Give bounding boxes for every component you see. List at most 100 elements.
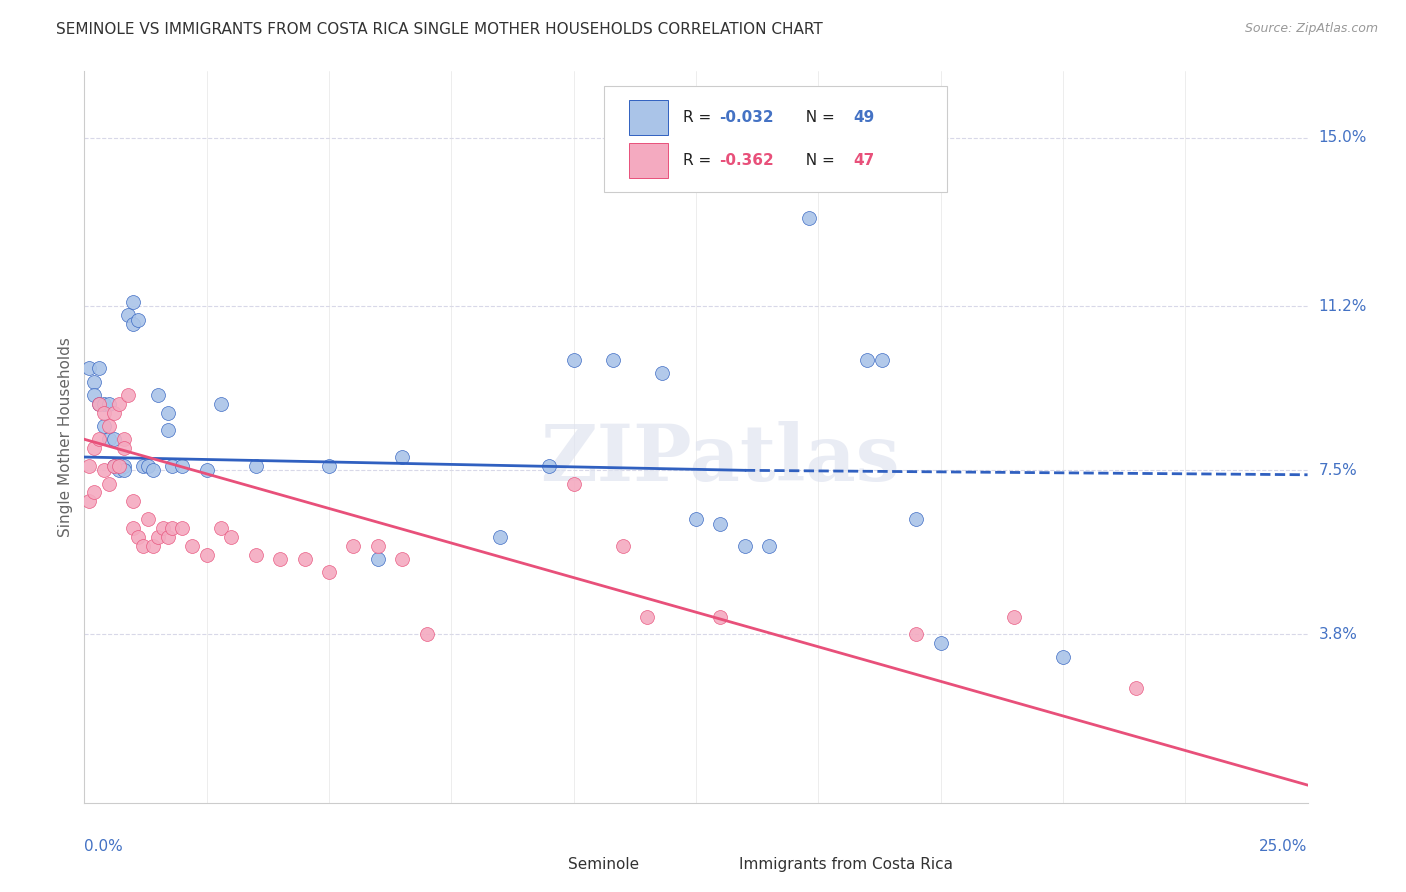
Point xyxy=(112,458,135,473)
Point xyxy=(1052,649,1074,664)
Point xyxy=(93,406,115,420)
Text: 15.0%: 15.0% xyxy=(1319,130,1367,145)
Point xyxy=(651,366,673,380)
Point xyxy=(416,627,439,641)
Point xyxy=(107,463,129,477)
Point xyxy=(172,458,194,473)
Point xyxy=(342,539,364,553)
Point xyxy=(117,388,139,402)
Point xyxy=(156,406,179,420)
Text: 11.2%: 11.2% xyxy=(1319,299,1367,314)
Point xyxy=(172,521,194,535)
Point xyxy=(562,476,585,491)
Point xyxy=(112,432,135,446)
Point xyxy=(602,352,624,367)
Bar xyxy=(524,850,555,880)
Point xyxy=(245,458,267,473)
Point xyxy=(87,397,110,411)
Text: SEMINOLE VS IMMIGRANTS FROM COSTA RICA SINGLE MOTHER HOUSEHOLDS CORRELATION CHAR: SEMINOLE VS IMMIGRANTS FROM COSTA RICA S… xyxy=(56,22,823,37)
Text: 7.5%: 7.5% xyxy=(1319,463,1357,478)
Point xyxy=(77,494,100,508)
Point xyxy=(905,512,928,526)
Bar xyxy=(628,100,668,135)
Point xyxy=(156,530,179,544)
Point xyxy=(83,388,105,402)
Point xyxy=(391,552,413,566)
Text: 49: 49 xyxy=(853,110,875,125)
Point xyxy=(269,552,291,566)
Point xyxy=(122,317,145,331)
Text: Source: ZipAtlas.com: Source: ZipAtlas.com xyxy=(1244,22,1378,36)
Point xyxy=(709,609,731,624)
Point xyxy=(142,539,165,553)
Point xyxy=(489,530,512,544)
Point xyxy=(77,458,100,473)
Text: Seminole: Seminole xyxy=(568,857,638,872)
Point xyxy=(162,458,184,473)
Point xyxy=(209,521,232,535)
Bar xyxy=(628,144,668,178)
Point xyxy=(107,458,129,473)
Point xyxy=(97,476,120,491)
Point xyxy=(294,552,316,566)
Point xyxy=(136,458,159,473)
Point xyxy=(83,441,105,455)
Point xyxy=(538,458,561,473)
Point xyxy=(156,424,179,438)
Point xyxy=(685,512,707,526)
Point xyxy=(870,352,893,367)
Point xyxy=(905,627,928,641)
Text: N =: N = xyxy=(796,110,839,125)
Text: ZIPatlas: ZIPatlas xyxy=(541,421,900,497)
Bar xyxy=(696,850,727,880)
Point xyxy=(195,463,218,477)
Point xyxy=(152,521,174,535)
Point xyxy=(856,352,879,367)
Point xyxy=(146,530,169,544)
Point xyxy=(318,566,340,580)
Y-axis label: Single Mother Households: Single Mother Households xyxy=(58,337,73,537)
Point xyxy=(929,636,952,650)
Point xyxy=(93,419,115,434)
FancyBboxPatch shape xyxy=(605,86,946,192)
Text: 3.8%: 3.8% xyxy=(1319,627,1358,642)
Point xyxy=(797,211,820,225)
Text: -0.032: -0.032 xyxy=(720,110,773,125)
Point xyxy=(367,552,389,566)
Point xyxy=(562,352,585,367)
Point xyxy=(127,530,149,544)
Point xyxy=(107,397,129,411)
Text: -0.362: -0.362 xyxy=(720,153,773,169)
Text: R =: R = xyxy=(682,153,716,169)
Point xyxy=(97,419,120,434)
Text: 47: 47 xyxy=(853,153,875,169)
Point xyxy=(636,609,658,624)
Point xyxy=(122,294,145,309)
Point xyxy=(93,397,115,411)
Text: 25.0%: 25.0% xyxy=(1260,839,1308,855)
Point xyxy=(122,494,145,508)
Point xyxy=(83,375,105,389)
Point xyxy=(318,458,340,473)
Point xyxy=(1125,681,1147,695)
Point xyxy=(1002,609,1025,624)
Text: 0.0%: 0.0% xyxy=(84,839,124,855)
Point xyxy=(103,458,125,473)
Point xyxy=(122,521,145,535)
Point xyxy=(209,397,232,411)
Point xyxy=(181,539,204,553)
Point xyxy=(97,397,120,411)
Point xyxy=(136,512,159,526)
Text: Immigrants from Costa Rica: Immigrants from Costa Rica xyxy=(738,857,953,872)
Point xyxy=(821,139,844,153)
Point xyxy=(112,441,135,455)
Point xyxy=(367,539,389,553)
Text: N =: N = xyxy=(796,153,839,169)
Point xyxy=(103,458,125,473)
Point xyxy=(132,539,155,553)
Point xyxy=(127,312,149,326)
Point xyxy=(103,432,125,446)
Point xyxy=(112,463,135,477)
Point xyxy=(87,397,110,411)
Point xyxy=(93,463,115,477)
